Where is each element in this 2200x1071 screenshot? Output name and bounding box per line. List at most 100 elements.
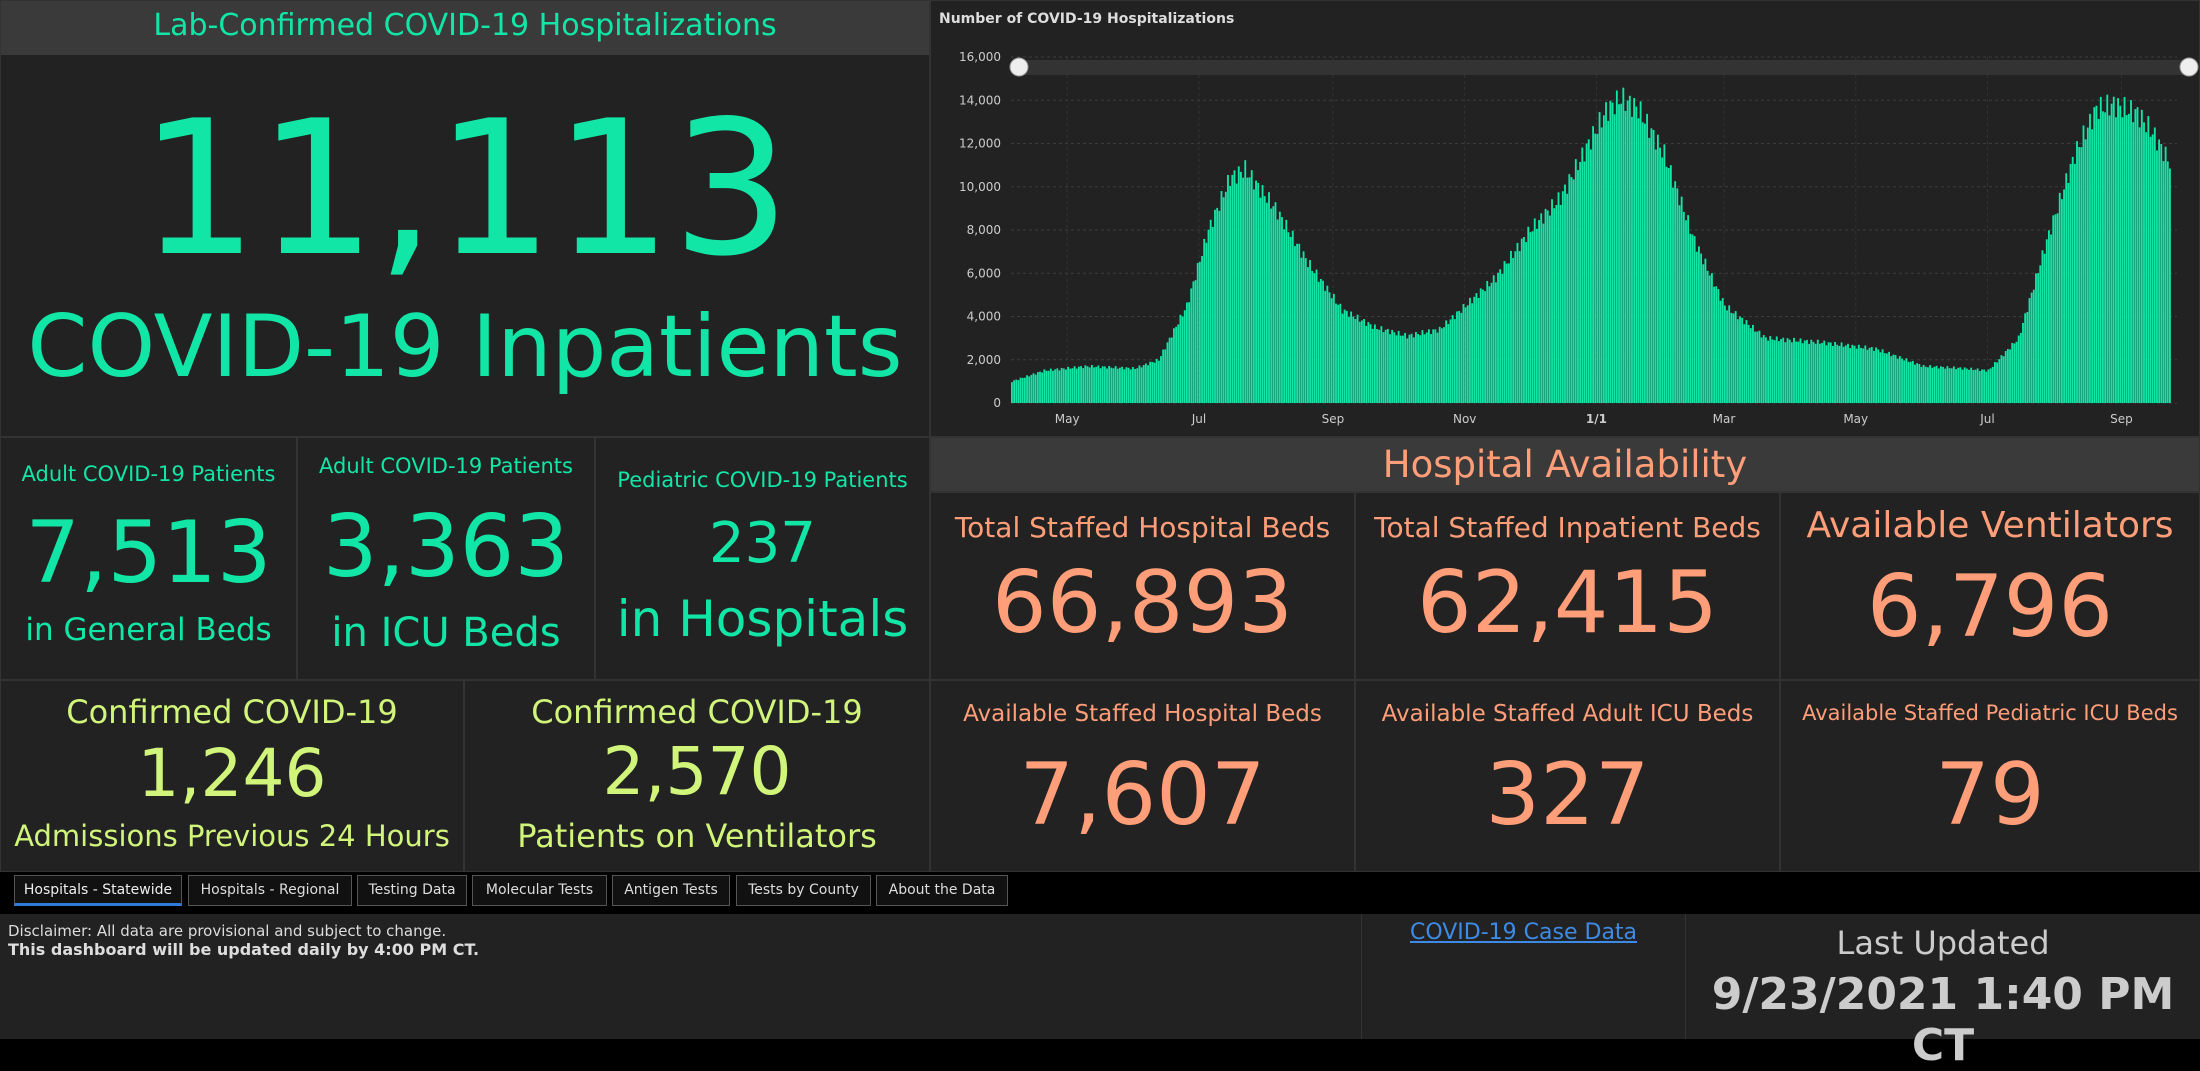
chart-bar[interactable] (1376, 329, 1378, 403)
chart-bar[interactable] (1518, 251, 1521, 403)
chart-bar[interactable] (1287, 232, 1290, 403)
chart-bar[interactable] (1481, 289, 1484, 403)
tab-tests-by-county[interactable]: Tests by County (736, 875, 871, 906)
chart-bar[interactable] (2104, 112, 2107, 404)
chart-bar[interactable] (2060, 199, 2063, 403)
chart-bar[interactable] (1440, 328, 1443, 403)
chart-bar[interactable] (1548, 215, 1551, 403)
chart-bar[interactable] (1144, 363, 1147, 404)
chart-bar[interactable] (1957, 367, 1960, 403)
chart-bar[interactable] (1685, 220, 1687, 403)
chart-bar[interactable] (2127, 113, 2130, 403)
tab-hospitals-regional[interactable]: Hospitals - Regional (188, 875, 352, 906)
chart-bar[interactable] (2156, 150, 2158, 403)
chart-bar[interactable] (1901, 358, 1903, 403)
chart-bar[interactable] (1052, 370, 1054, 403)
chart-bar[interactable] (1332, 293, 1335, 403)
chart-bar[interactable] (2136, 107, 2139, 404)
chart-bar[interactable] (1343, 309, 1346, 403)
chart-bar[interactable] (1166, 342, 1169, 403)
chart-bar[interactable] (1352, 316, 1355, 403)
chart-bar[interactable] (1123, 369, 1126, 403)
chart-bar[interactable] (1255, 180, 1257, 403)
chart-bar[interactable] (1538, 220, 1540, 403)
chart-bar[interactable] (1801, 343, 1804, 403)
chart-bar[interactable] (1924, 366, 1927, 403)
chart-bar[interactable] (1877, 349, 1880, 403)
chart-bar[interactable] (1551, 199, 1553, 403)
chart-bar[interactable] (1335, 303, 1337, 403)
chart-bar[interactable] (1423, 334, 1426, 403)
chart-bar[interactable] (1609, 100, 1612, 403)
chart-bar[interactable] (1129, 369, 1132, 403)
chart-bar[interactable] (2026, 311, 2029, 403)
chart-bar[interactable] (1732, 313, 1735, 403)
chart-bar[interactable] (1611, 102, 1614, 403)
chart-bar[interactable] (1203, 238, 1206, 403)
chart-bar[interactable] (1710, 273, 1713, 403)
chart-bar[interactable] (1816, 339, 1819, 403)
chart-bar[interactable] (1743, 324, 1746, 403)
chart-bar[interactable] (1363, 319, 1365, 403)
chart-bar[interactable] (1242, 177, 1245, 403)
chart-bar[interactable] (1229, 185, 1232, 403)
tab-antigen-tests[interactable]: Antigen Tests (612, 875, 730, 906)
chart-bar[interactable] (1071, 368, 1074, 403)
chart-bar[interactable] (1244, 160, 1247, 403)
chart-bar[interactable] (1557, 192, 1560, 403)
chart-bar[interactable] (1838, 345, 1841, 403)
chart-bar[interactable] (1149, 361, 1152, 403)
chart-bar[interactable] (1324, 290, 1327, 403)
chart-bar[interactable] (1436, 332, 1439, 403)
chart-bar[interactable] (1914, 364, 1916, 403)
chart-bar[interactable] (1296, 243, 1299, 403)
chart-bar[interactable] (2093, 107, 2096, 404)
chart-bar[interactable] (1218, 210, 1221, 403)
chart-bar[interactable] (1201, 255, 1203, 403)
chart-bar[interactable] (1410, 333, 1413, 403)
chart-bar[interactable] (2024, 313, 2027, 403)
chart-bar[interactable] (1281, 217, 1283, 403)
chart-bar[interactable] (1114, 366, 1117, 403)
chart-bar[interactable] (1110, 367, 1113, 403)
chart-bar[interactable] (2041, 250, 2044, 403)
chart-bar[interactable] (1054, 369, 1057, 403)
chart-bar[interactable] (2112, 96, 2115, 404)
chart-bar[interactable] (1514, 251, 1517, 403)
chart-bar[interactable] (1302, 251, 1305, 403)
chart-bar[interactable] (1291, 230, 1294, 403)
chart-bar[interactable] (1581, 147, 1584, 403)
chart-bar[interactable] (2091, 129, 2094, 404)
chart-bar[interactable] (1672, 187, 1674, 403)
chart-bar[interactable] (2065, 173, 2068, 403)
chart-bar[interactable] (1358, 321, 1361, 403)
chart-bar[interactable] (1946, 366, 1949, 403)
chart-bar[interactable] (2073, 163, 2076, 403)
chart-bar[interactable] (1788, 339, 1791, 403)
chart-bar[interactable] (1857, 344, 1860, 403)
chart-bar[interactable] (1894, 355, 1897, 403)
chart-bar[interactable] (2130, 100, 2132, 404)
chart-bar[interactable] (1855, 348, 1858, 403)
chart-bar[interactable] (1546, 210, 1549, 403)
chart-bar[interactable] (1996, 362, 1998, 403)
chart-bar[interactable] (1875, 347, 1878, 403)
chart-bar[interactable] (1263, 196, 1266, 403)
chart-bar[interactable] (1620, 103, 1623, 404)
chart-bar[interactable] (1523, 236, 1525, 403)
chart-bar[interactable] (1525, 242, 1528, 403)
chart-bar[interactable] (2039, 265, 2042, 403)
chart-bar[interactable] (1153, 362, 1156, 403)
chart-bar[interactable] (1019, 377, 1022, 403)
chart-bar[interactable] (1490, 282, 1493, 403)
chart-bar[interactable] (2140, 109, 2143, 403)
chart-bar[interactable] (1101, 366, 1104, 403)
chart-bar[interactable] (1194, 280, 1197, 403)
chart-bar[interactable] (1341, 313, 1344, 403)
chart-bar[interactable] (2117, 98, 2119, 404)
chart-bar[interactable] (1691, 234, 1694, 403)
chart-bar[interactable] (2058, 192, 2061, 403)
chart-bar[interactable] (1806, 339, 1808, 403)
chart-bar[interactable] (1086, 366, 1089, 403)
chart-bar[interactable] (1723, 305, 1726, 403)
